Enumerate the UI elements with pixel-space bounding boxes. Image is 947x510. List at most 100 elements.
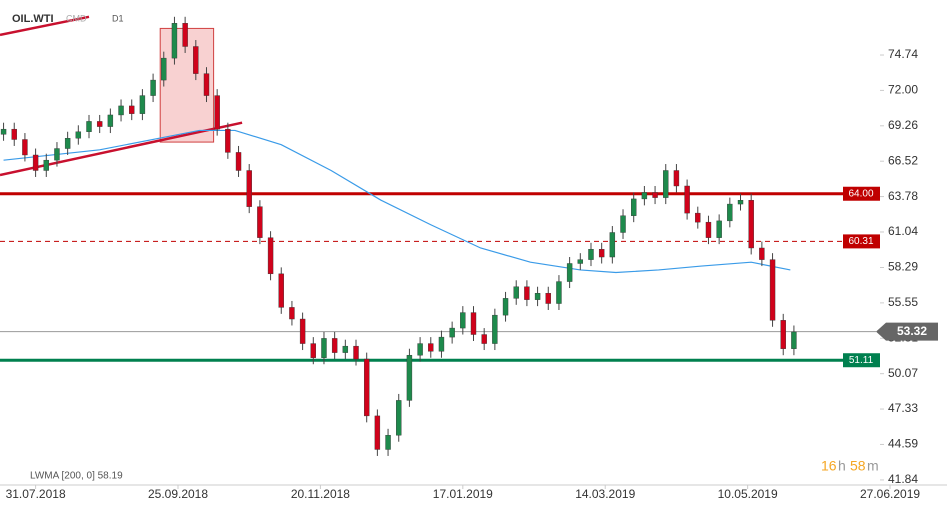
level-label-box [843,234,880,249]
x-tick-label: 17.01.2019 [433,487,493,501]
candle-body [267,237,274,275]
x-tick-label: 10.05.2019 [718,487,778,501]
level-label-box [843,186,880,201]
candle-body [129,105,135,114]
candle-body [107,114,114,127]
candle-body [684,185,690,214]
level-label-box [843,353,880,368]
timeframe[interactable]: D1 [112,13,124,23]
candle-body [577,259,584,264]
candle-body [353,345,359,360]
candle-body [32,154,39,171]
candle-body [385,435,391,450]
candle-body [257,206,263,238]
candle-body [470,312,477,335]
candle-body [203,73,210,96]
y-tick-label: 66.52 [888,153,918,167]
candle-body [727,203,733,222]
candle-body [64,138,71,149]
x-tick-label: 14.03.2019 [575,487,635,501]
x-tick-label: 25.09.2018 [148,487,208,501]
candle-body [321,338,327,358]
level-label: 51.11 [849,355,874,366]
candle-body [534,292,541,300]
candle-body [545,292,551,304]
trendline [0,121,243,177]
candle-body [54,148,60,161]
candle-body [139,95,146,114]
timer-m: m [867,458,879,474]
candle-body [513,286,519,299]
y-tick-label: 74.74 [888,47,918,61]
candle-body [769,259,776,321]
candle-body [417,343,423,356]
y-tick-label: 55.55 [888,295,918,309]
timer-h: h [838,458,846,474]
candle-body [11,128,17,140]
candle-body [631,198,637,216]
candle-body [460,312,466,329]
y-tick-label: 63.78 [888,189,918,203]
candle-body [214,95,220,130]
y-tick-label: 47.33 [888,401,918,415]
candle-body [641,192,648,200]
candle-body [118,105,124,116]
candle-body [759,247,765,260]
candle-body [374,415,381,450]
indicator-label: LWMA [200, 0] 58.19 [30,471,123,482]
candle-body [524,286,530,300]
candle-body [620,215,626,233]
y-tick-label: 69.26 [888,118,918,132]
candle-body [43,159,49,171]
x-tick-label: 31.07.2018 [6,487,66,501]
x-tick-label: 27.06.2019 [860,487,920,501]
market[interactable]: CMD [66,13,87,23]
candle-body [663,170,669,198]
candle-body [331,338,338,353]
y-tick-label: 72.00 [888,83,918,97]
candle-body [780,320,786,349]
candle-body [492,314,498,344]
candle-body [0,128,7,135]
candle-body [449,327,455,338]
candle-body [86,121,92,132]
candle-body [22,139,28,156]
timer-minutes: 58 [850,458,866,474]
y-tick-label: 58.29 [888,260,918,274]
candle-body [396,400,402,436]
candle-body [609,232,616,258]
candle-body [310,343,316,358]
candle-body [75,131,82,139]
candle-body [695,212,701,223]
timer-hours: 16 [821,458,837,474]
candle-body [278,273,284,308]
symbol[interactable]: OIL.WTI [12,13,54,25]
plot-area: 64.00 60.31 51.11 [0,15,880,456]
candle-body [502,298,509,316]
candle-body [705,221,712,238]
candle-body [171,23,178,59]
candle-body [652,192,658,198]
candle-body [150,79,156,96]
candle-body [289,307,295,320]
candle-body [235,152,242,171]
candle-body [481,334,487,344]
candle-body [161,57,167,81]
candle-body [556,281,562,304]
last-price-label: 53.32 [897,324,927,338]
candle-body [748,199,754,249]
x-tick-label: 20.11.2018 [291,487,350,501]
candle-body [598,249,605,258]
y-tick-label: 50.07 [888,366,918,380]
trendline [0,15,90,37]
y-tick-label: 44.59 [888,437,918,451]
candle-body [182,23,188,47]
candle-body [299,318,306,344]
level-label: 64.00 [848,188,873,199]
candle-body [428,343,434,352]
candle-body [588,249,594,260]
candle-body [342,345,349,353]
candle-body [673,170,680,187]
candle-body [406,354,413,401]
